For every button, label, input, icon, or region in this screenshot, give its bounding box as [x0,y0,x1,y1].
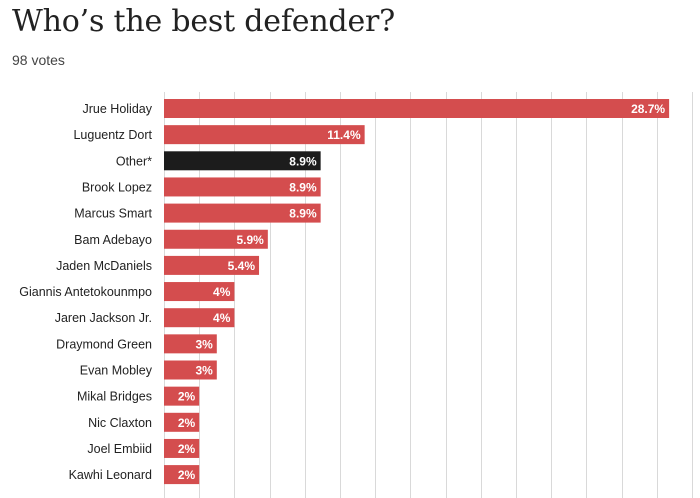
value-label: 8.9% [289,207,317,221]
category-label: Jaren Jackson Jr. [55,311,152,325]
bar [164,282,235,302]
category-label: Joel Embiid [87,442,152,456]
category-label: Luguentz Dort [73,128,152,142]
bar [164,308,235,328]
bar [164,255,260,275]
bar [164,151,321,171]
category-labels: Jrue Holiday Luguentz Dort Other* Brook Lop… [19,102,152,482]
bar [164,334,217,354]
bar [164,125,365,145]
bar [164,99,670,118]
category-label: Giannis Antetokounmpo [19,285,152,299]
bar [164,203,321,223]
bars: 28.7%11.4%8.9%8.9%8.9%5.9%5.4%4%4%3%3%2%… [164,99,670,485]
bar [164,360,217,380]
category-label: Evan Mobley [80,364,153,378]
value-label: 2% [178,390,196,404]
value-label: 5.4% [228,259,256,273]
category-label: Mikal Bridges [77,390,152,404]
category-label: Draymond Green [56,337,152,351]
bar [164,438,200,458]
category-label: Jaden McDaniels [56,259,152,273]
value-label: 2% [178,416,196,430]
value-label: 8.9% [289,180,317,194]
value-label: 28.7% [631,102,665,116]
chart-title: Who’s the best defender? [12,4,396,39]
bar [164,412,200,432]
vote-count: 98 votes [12,52,65,68]
bar [164,229,268,249]
bar [164,386,200,406]
category-label: Brook Lopez [82,180,152,194]
category-label: Kawhi Leonard [69,468,152,482]
bar [164,177,321,197]
category-label: Other* [116,154,152,168]
value-label: 2% [178,468,196,482]
value-label: 3% [195,337,213,351]
bar [164,465,200,485]
category-label: Nic Claxton [88,416,152,430]
value-label: 3% [195,364,213,378]
value-label: 11.4% [327,128,361,142]
value-label: 4% [213,311,231,325]
value-label: 4% [213,285,231,299]
value-label: 5.9% [236,233,264,247]
category-label: Jrue Holiday [83,102,153,116]
category-label: Marcus Smart [74,207,152,221]
value-label: 2% [178,442,196,456]
value-label: 8.9% [289,154,317,168]
category-label: Bam Adebayo [74,233,152,247]
